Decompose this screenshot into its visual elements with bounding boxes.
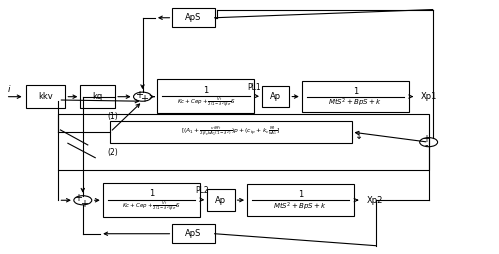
Text: (2): (2) bbox=[108, 148, 118, 157]
Bar bbox=[207, 189, 235, 211]
Text: ↓: ↓ bbox=[355, 131, 363, 141]
Text: Xp2: Xp2 bbox=[366, 196, 383, 205]
Text: kq: kq bbox=[93, 92, 103, 101]
Text: kkv: kkv bbox=[38, 92, 53, 101]
Text: PL2: PL2 bbox=[196, 186, 209, 195]
Text: 1: 1 bbox=[298, 190, 303, 199]
Text: +: + bbox=[74, 193, 82, 203]
Text: Ap: Ap bbox=[216, 196, 227, 205]
Bar bbox=[262, 86, 289, 107]
Text: $MtS^2+BpS+k$: $MtS^2+BpS+k$ bbox=[328, 97, 382, 109]
Bar bbox=[103, 183, 200, 217]
Text: ApS: ApS bbox=[185, 13, 202, 22]
Text: $MtS^2+BpS+k$: $MtS^2+BpS+k$ bbox=[273, 200, 327, 213]
Text: i: i bbox=[8, 85, 10, 94]
Bar bbox=[110, 121, 351, 144]
Bar bbox=[58, 114, 429, 170]
Text: 1: 1 bbox=[149, 189, 154, 198]
Text: +: + bbox=[140, 94, 148, 104]
Text: Xp1: Xp1 bbox=[421, 92, 438, 101]
Bar bbox=[158, 79, 254, 113]
Text: $[(A_1+\frac{v_t M_t}{2\beta_e kA_1(1-\lambda^2)})p+(c_{tp}+k_c\frac{M_t}{kA_1}]: $[(A_1+\frac{v_t M_t}{2\beta_e kA_1(1-\l… bbox=[182, 125, 280, 139]
Text: +: + bbox=[422, 134, 430, 144]
Text: +: + bbox=[135, 90, 143, 100]
Text: 1: 1 bbox=[353, 87, 358, 96]
Text: $Kc+Cep+\frac{V_t}{2(1-\lambda^2)\beta e}S$: $Kc+Cep+\frac{V_t}{2(1-\lambda^2)\beta e… bbox=[122, 199, 181, 214]
Text: -: - bbox=[425, 140, 428, 150]
Text: +: + bbox=[80, 199, 88, 209]
Text: 1: 1 bbox=[203, 86, 209, 95]
Text: PL1: PL1 bbox=[248, 83, 261, 92]
Bar bbox=[80, 85, 115, 108]
Text: ApS: ApS bbox=[185, 229, 202, 238]
Text: $Kc+Cep+\frac{V_t}{2(1-\lambda^2)\beta e}S$: $Kc+Cep+\frac{V_t}{2(1-\lambda^2)\beta e… bbox=[177, 96, 236, 110]
Bar bbox=[247, 184, 354, 216]
Text: Ap: Ap bbox=[270, 92, 281, 101]
Text: (1): (1) bbox=[108, 113, 118, 121]
Bar bbox=[25, 85, 65, 108]
Bar bbox=[172, 224, 215, 243]
Bar bbox=[302, 81, 409, 112]
Bar bbox=[172, 8, 215, 27]
